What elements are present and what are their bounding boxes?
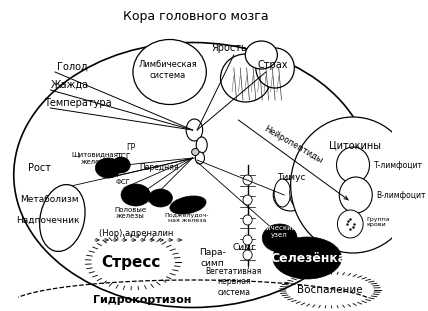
Circle shape [291, 117, 415, 253]
Text: Нейропептиды: Нейропептиды [262, 124, 324, 165]
Ellipse shape [256, 48, 294, 88]
Circle shape [243, 195, 252, 205]
Text: Половые
железы: Половые железы [114, 207, 146, 220]
Text: Лимфа-
тический
узел: Лимфа- тический узел [263, 218, 297, 238]
Ellipse shape [133, 39, 206, 104]
Text: Передняя: Передняя [139, 164, 178, 173]
Text: Воспаление: Воспаление [297, 285, 363, 295]
Ellipse shape [192, 148, 199, 156]
Text: Щитовидная
железа: Щитовидная железа [71, 151, 118, 165]
Ellipse shape [273, 237, 342, 279]
Text: ТСГ: ТСГ [116, 152, 131, 161]
Text: Т-лимфоцит: Т-лимфоцит [374, 160, 423, 169]
Text: Ярость: Ярость [211, 43, 247, 53]
Ellipse shape [245, 41, 277, 69]
Circle shape [336, 147, 369, 183]
Text: Температура: Температура [44, 98, 112, 108]
Text: Гидрокортизон: Гидрокортизон [93, 295, 191, 305]
Text: Селезёнка: Селезёнка [270, 252, 346, 264]
Text: Страх: Страх [258, 60, 288, 70]
Ellipse shape [262, 224, 297, 252]
Text: ЛГ: ЛГ [130, 185, 140, 191]
Circle shape [243, 250, 252, 260]
Text: Кора головного мозга: Кора головного мозга [123, 10, 269, 23]
Text: Вегетативная
нервная
система: Вегетативная нервная система [206, 267, 262, 297]
Text: Тимус: Тимус [277, 174, 306, 183]
Text: Надпочечник: Надпочечник [17, 216, 80, 225]
Text: Голод: Голод [57, 62, 88, 72]
Text: Поджелудоч-
ная железа: Поджелудоч- ная железа [165, 213, 209, 223]
Text: АКТ: АКТ [107, 172, 121, 178]
Ellipse shape [40, 184, 85, 251]
Ellipse shape [14, 43, 372, 308]
Text: Пара-
симп: Пара- симп [199, 248, 226, 268]
Circle shape [243, 235, 252, 245]
Text: (Нор) адреналин: (Нор) адреналин [98, 229, 173, 238]
Ellipse shape [195, 152, 205, 164]
Text: Стресс: Стресс [101, 254, 161, 270]
Text: Цитокины: Цитокины [329, 140, 380, 150]
Ellipse shape [196, 137, 207, 153]
Circle shape [337, 210, 363, 238]
Text: Лимбическая
система: Лимбическая система [138, 60, 197, 80]
Text: ГР: ГР [126, 143, 136, 152]
Ellipse shape [290, 179, 306, 207]
Ellipse shape [149, 189, 172, 207]
Ellipse shape [220, 54, 271, 102]
Ellipse shape [186, 119, 202, 141]
Circle shape [243, 175, 252, 185]
Ellipse shape [95, 158, 121, 178]
Text: Симг: Симг [233, 244, 257, 253]
Text: Жажда: Жажда [51, 80, 89, 90]
Text: В-лимфоцит: В-лимфоцит [376, 191, 425, 199]
Ellipse shape [112, 157, 130, 173]
Ellipse shape [273, 179, 308, 211]
Circle shape [243, 215, 252, 225]
Text: Метаболизм: Метаболизм [20, 196, 79, 205]
Text: Группа
крови: Группа крови [367, 216, 390, 227]
Ellipse shape [121, 184, 150, 206]
Text: Рост: Рост [27, 163, 51, 173]
Text: ФСГ: ФСГ [115, 179, 130, 185]
Circle shape [339, 177, 372, 213]
Ellipse shape [274, 179, 291, 207]
Ellipse shape [170, 196, 206, 214]
